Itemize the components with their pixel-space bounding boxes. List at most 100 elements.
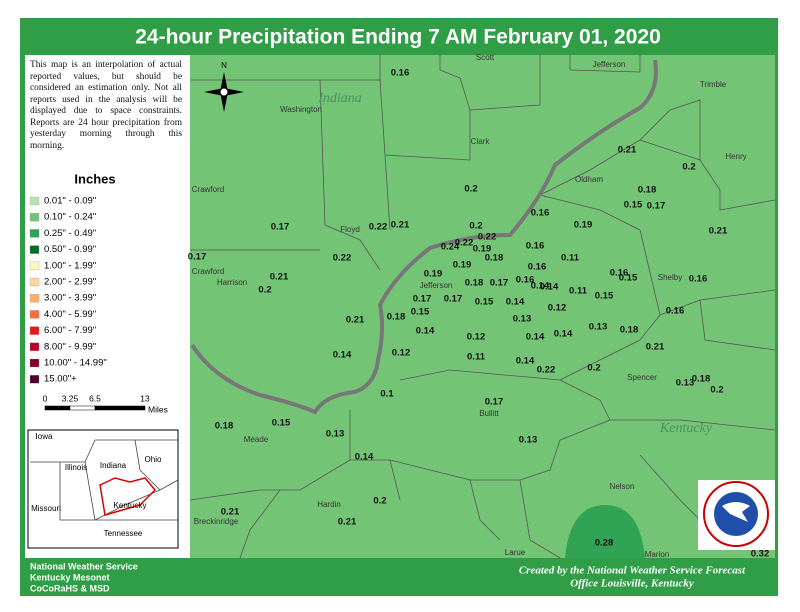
legend-label: 15.00"+ xyxy=(44,374,77,385)
legend-swatch xyxy=(29,277,40,287)
station-value: 0.2 xyxy=(469,221,482,232)
station-value: 0.2 xyxy=(682,162,695,173)
station-value: 0.2 xyxy=(464,184,477,195)
inset-label: Missouri xyxy=(31,504,61,513)
scale-segment xyxy=(44,405,71,411)
station-value: 0.11 xyxy=(569,286,588,297)
legend-swatch xyxy=(29,229,40,238)
county-label: Hardin xyxy=(317,500,341,509)
station-value: 0.14 xyxy=(531,281,550,292)
footer-right: Created by the National Weather Service … xyxy=(519,565,746,577)
station-value: 0.19 xyxy=(574,220,593,231)
station-value: 0.16 xyxy=(528,262,547,273)
station-value: 0.32 xyxy=(751,549,770,560)
station-value: 0.17 xyxy=(188,252,207,263)
legend-label: 3.00" - 3.99" xyxy=(44,293,96,304)
station-value: 0.14 xyxy=(355,452,374,463)
station-value: 0.11 xyxy=(467,352,486,363)
disclaimer: This map is an interpolation of actual r… xyxy=(30,60,182,151)
station-value: 0.13 xyxy=(519,435,538,446)
compass: N xyxy=(204,61,244,112)
station-value: 0.12 xyxy=(467,332,486,343)
county-label: Crawford xyxy=(192,185,224,194)
legend-swatch xyxy=(29,261,40,270)
station-value: 0.21 xyxy=(618,145,637,156)
state-label: Kentucky xyxy=(659,421,713,436)
legend-swatch xyxy=(29,342,40,351)
scale-tick: 3.25 xyxy=(62,393,79,403)
station-value: 0.15 xyxy=(595,291,614,302)
footer-left: Kentucky Mesonet xyxy=(30,572,110,582)
station-value: 0.2 xyxy=(710,385,723,396)
county-label: Breckinridge xyxy=(194,517,239,526)
station-value: 0.14 xyxy=(333,350,352,361)
station-value: 0.21 xyxy=(391,220,410,231)
county-label: Crawford xyxy=(192,267,224,276)
scale-tick: 0 xyxy=(43,393,48,403)
station-value: 0.11 xyxy=(561,253,580,264)
station-value: 0.22 xyxy=(455,238,474,249)
station-value: 0.15 xyxy=(475,297,494,308)
inset-label: Ohio xyxy=(145,455,162,464)
station-value: 0.15 xyxy=(619,273,638,284)
inset-label: Illinois xyxy=(65,463,87,472)
station-value: 0.18 xyxy=(638,185,657,196)
inset-map xyxy=(27,429,179,549)
legend-swatch xyxy=(29,375,40,384)
station-value: 0.21 xyxy=(338,517,357,528)
station-value: 0.14 xyxy=(416,326,435,337)
station-value: 0.13 xyxy=(326,429,345,440)
scale-tick: 13 xyxy=(140,393,150,403)
legend-label: 0.01" - 0.09" xyxy=(44,196,96,207)
station-value: 0.21 xyxy=(709,226,728,237)
station-value: 0.21 xyxy=(346,315,365,326)
station-value: 0.18 xyxy=(215,421,234,432)
scale-segment xyxy=(69,405,96,411)
station-value: 0.17 xyxy=(490,278,509,289)
inset-label: Indiana xyxy=(100,461,127,470)
inset-label: Tennessee xyxy=(104,529,143,538)
county-label: Oldham xyxy=(575,175,603,184)
station-value: 0.22 xyxy=(537,365,556,376)
legend-swatch xyxy=(29,294,40,303)
station-value: 0.28 xyxy=(595,538,614,549)
scale-segment xyxy=(94,405,146,411)
county-label: Trimble xyxy=(700,80,727,89)
county-label: Larue xyxy=(505,548,526,557)
station-value: 0.17 xyxy=(444,294,463,305)
legend-swatch xyxy=(29,310,40,319)
legend-swatch xyxy=(29,213,40,222)
station-value: 0.15 xyxy=(624,200,643,211)
station-value: 0.21 xyxy=(646,342,665,353)
station-value: 0.13 xyxy=(676,378,695,389)
station-value: 0.18 xyxy=(387,312,406,323)
legend-label: 0.10" - 0.24" xyxy=(44,212,96,223)
station-value: 0.15 xyxy=(411,307,430,318)
footer-left: CoCoRaHS & MSD xyxy=(30,583,110,593)
station-value: 0.16 xyxy=(526,241,545,252)
scale-tick: 6.5 xyxy=(89,393,101,403)
station-value: 0.18 xyxy=(692,374,711,385)
station-value: 0.2 xyxy=(373,496,386,507)
inset-label: Kentucky xyxy=(114,501,147,510)
title: 24-hour Precipitation Ending 7 AM Februa… xyxy=(135,26,661,49)
ohio-river xyxy=(190,59,658,415)
county-label: Bullitt xyxy=(479,409,499,418)
nws-logo xyxy=(698,480,775,550)
station-value: 0.14 xyxy=(516,356,535,367)
station-value: 0.16 xyxy=(516,275,535,286)
county-label: Nelson xyxy=(610,482,635,491)
legend-label: 4.00" - 5.99" xyxy=(44,309,96,320)
station-value: 0.16 xyxy=(610,268,629,279)
station-value: 0.24 xyxy=(441,242,460,253)
station-value: 0.16 xyxy=(391,68,410,79)
station-value: 0.2 xyxy=(258,285,271,296)
station-value: 0.18 xyxy=(465,278,484,289)
station-value: 0.19 xyxy=(424,269,443,280)
map-area xyxy=(190,55,775,558)
station-value: 0.13 xyxy=(589,322,608,333)
station-value: 0.21 xyxy=(270,272,289,283)
